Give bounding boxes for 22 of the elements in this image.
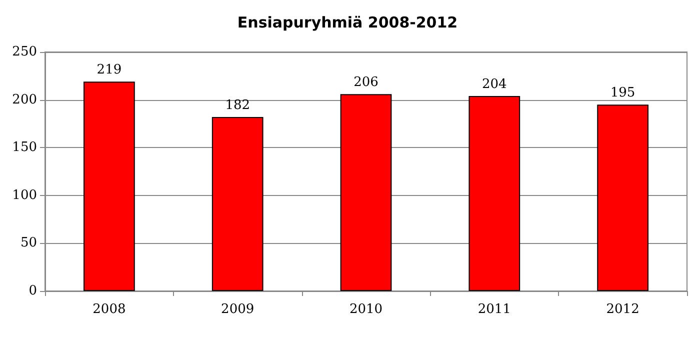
data-label: 204 [482,76,507,92]
data-label: 182 [225,98,250,114]
bar [468,96,520,291]
data-label: 195 [610,86,636,101]
y-tick-label: 200 [12,92,37,108]
bar [340,94,392,291]
bar [597,104,648,291]
y-tick-label: 50 [20,236,37,251]
x-tick-label: 2009 [221,302,254,317]
chart-title: Ensiapuryhmiä 2008-2012 [237,14,458,32]
bar [84,82,135,291]
y-tick-label: 150 [12,140,37,156]
y-tick-label: 100 [12,188,37,203]
x-tick-label: 2012 [606,302,640,317]
bar [212,117,264,291]
data-label: 206 [354,75,378,90]
x-tick-label: 2010 [349,302,383,317]
y-tick-label: 0 [28,284,37,298]
x-tick-label: 2011 [478,302,511,317]
y-tick-label: 250 [12,44,37,60]
x-tick-label: 2008 [92,302,126,317]
data-label: 219 [96,62,122,78]
